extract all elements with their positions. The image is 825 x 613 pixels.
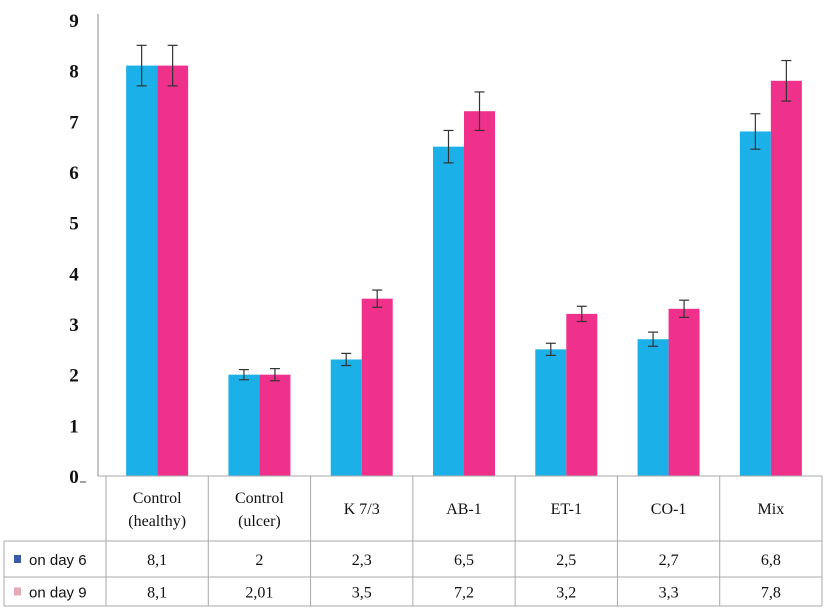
y-tick-label: 0 (69, 467, 79, 488)
legend-label: on day 6 (29, 552, 87, 569)
bar-day6 (739, 131, 771, 476)
table-cell-value: 7,8 (761, 585, 781, 602)
bar-day9 (770, 80, 802, 477)
table-cell-value: 3,5 (352, 585, 372, 602)
table-cell-value: 8,1 (147, 585, 167, 602)
y-tick-label: 4 (69, 264, 79, 285)
y-tick-label: 2 (69, 366, 79, 387)
table-cell-value: 2,7 (659, 552, 679, 569)
bar-day9 (157, 65, 189, 476)
bar-day9 (361, 298, 393, 476)
category-label: CO-1 (651, 501, 687, 518)
y-tick-label: 1 (69, 416, 79, 437)
table-cell-value: 7,2 (454, 585, 474, 602)
bar-day6 (433, 146, 464, 476)
bar-day9 (464, 111, 495, 476)
bar-day6 (535, 349, 567, 476)
category-label: Control (133, 490, 182, 507)
table-cell-value: 3,3 (659, 585, 679, 602)
y-tick-label: 6 (69, 163, 79, 184)
category-label: Control (235, 490, 284, 507)
table-cell-value: 2,3 (352, 552, 372, 569)
category-label: ET-1 (551, 501, 582, 518)
category-label: Mix (758, 501, 785, 518)
category-label: (ulcer) (238, 513, 281, 530)
category-label: (healthy) (128, 513, 186, 530)
bar-day6 (228, 374, 260, 476)
table-cell-value: 6,5 (454, 552, 474, 569)
category-label: AB-1 (446, 501, 482, 518)
y-tick-label: 9 (69, 11, 79, 32)
legend-swatch (14, 555, 21, 563)
table-cell-value: 8,1 (147, 552, 167, 569)
bar-day6 (637, 339, 669, 476)
bar-day6 (126, 65, 158, 476)
y-tick-label: 8 (69, 62, 79, 83)
legend-label: on day 9 (29, 585, 87, 602)
y-tick-label: 7 (69, 112, 79, 133)
table-cell-value: 2 (255, 552, 263, 569)
table-cell-value: 2,01 (245, 585, 273, 602)
table-cell-value: 3,2 (556, 585, 576, 602)
table-cell-value: 6,8 (761, 552, 781, 569)
y-tick-label: 3 (69, 315, 79, 336)
bar-day6 (330, 359, 362, 476)
table-cell-value: 2,5 (556, 552, 576, 569)
legend-swatch (14, 587, 21, 596)
bar-day9 (668, 308, 700, 476)
bar-day9 (259, 374, 291, 476)
bar-day9 (566, 313, 598, 476)
y-tick-label: 5 (69, 214, 79, 235)
category-label: K 7/3 (344, 501, 380, 518)
